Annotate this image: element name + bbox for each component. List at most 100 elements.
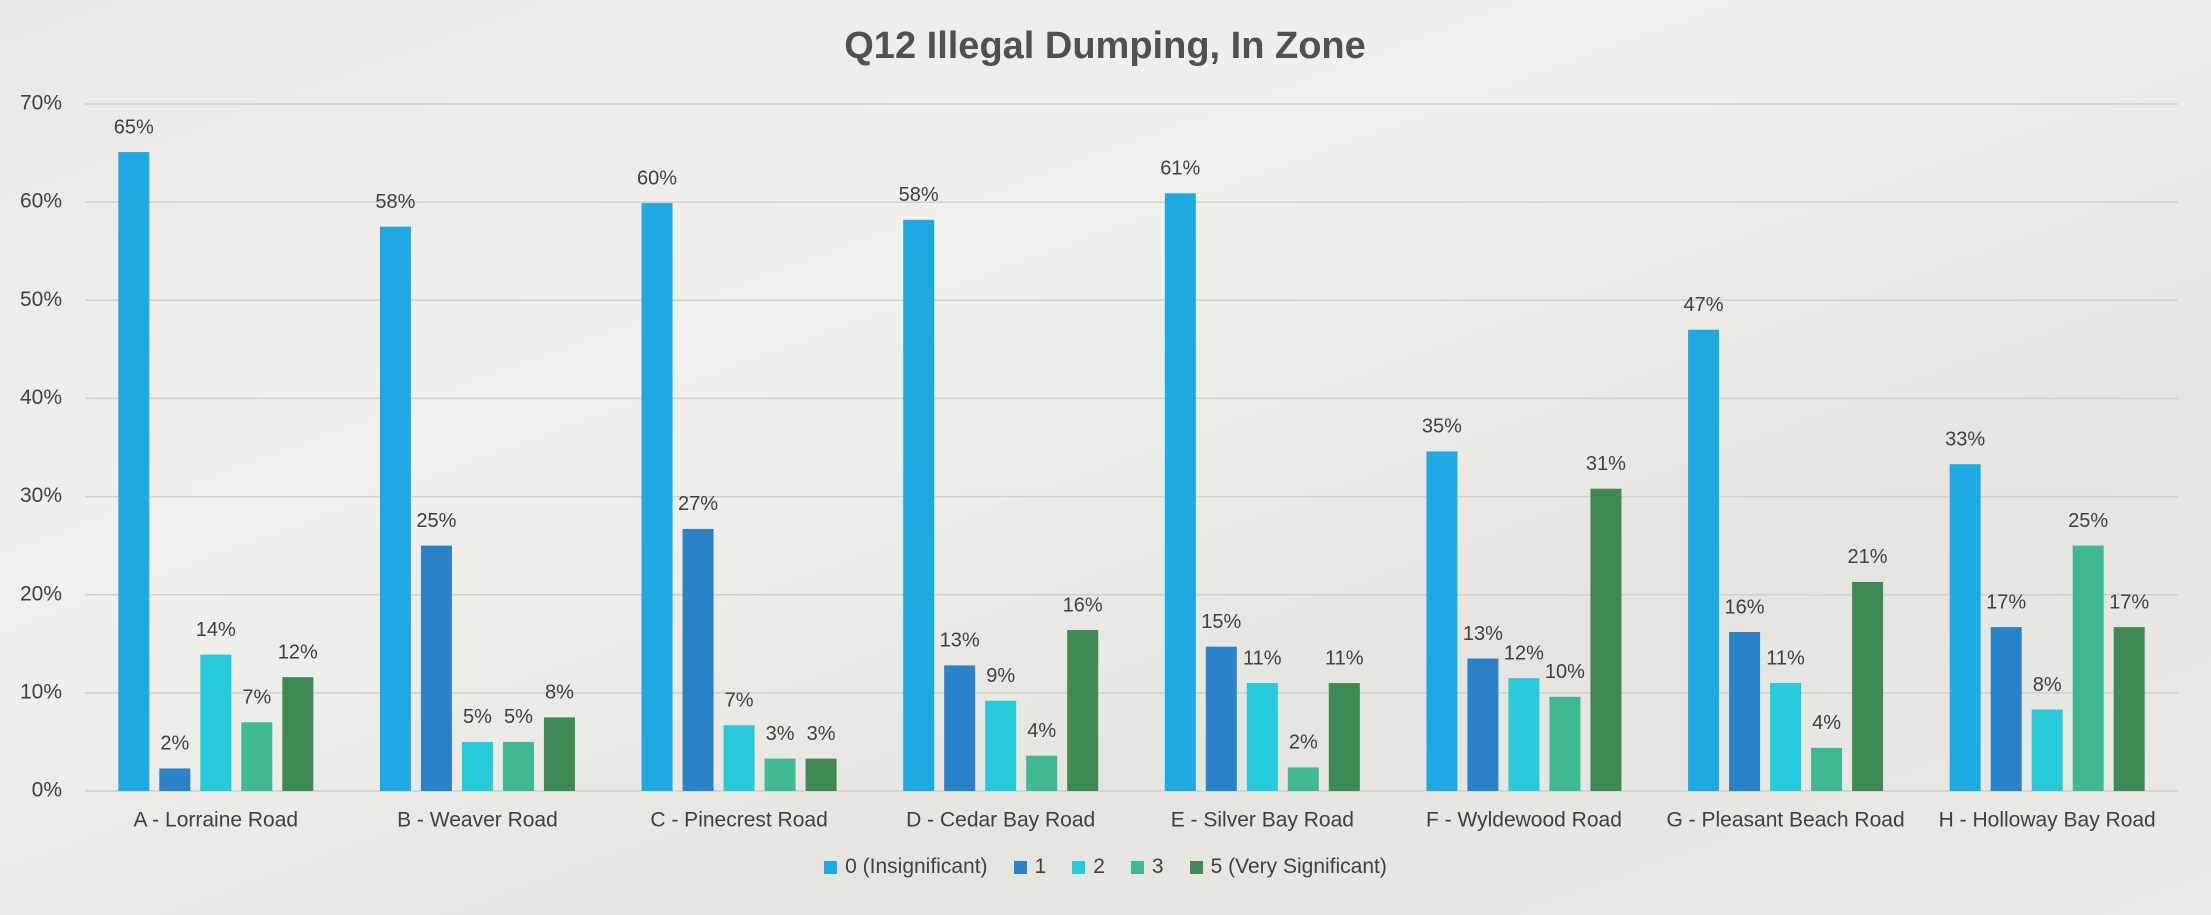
bar [1026,756,1057,791]
data-label: 3% [766,723,795,745]
data-label: 65% [114,116,154,138]
bar [1811,748,1842,791]
y-tick-label: 60% [20,190,62,213]
page: {"chart_data": {"type": "bar", "title": … [0,0,2211,915]
data-label: 12% [278,641,318,663]
legend-item: 1 [1014,855,1047,879]
bar [1590,489,1621,791]
legend-label: 1 [1035,855,1047,879]
bar [642,203,673,791]
legend-label: 3 [1152,855,1164,879]
data-label: 11% [1243,647,1282,669]
data-label: 8% [2033,674,2062,696]
bar [462,742,493,791]
data-label: 47% [1684,294,1724,316]
legend-swatch [1014,861,1027,874]
data-label: 16% [1725,596,1765,618]
legend-swatch [1131,861,1144,874]
y-tick-label: 30% [20,484,62,507]
data-label: 33% [1945,428,1985,450]
data-label: 11% [1325,647,1364,669]
data-label: 58% [899,184,939,206]
bar [2032,710,2063,791]
bar [724,725,755,791]
legend-item: 0 (Insignificant) [824,855,987,879]
bar [1852,582,1883,791]
y-tick-label: 40% [20,386,62,409]
y-tick-label: 0% [32,779,62,802]
bar [1549,697,1580,791]
legend-label: 5 (Very Significant) [1211,855,1387,879]
bar [241,722,272,791]
data-label: 17% [1986,591,2026,613]
bar [2073,546,2104,791]
bar [380,227,411,791]
data-label: 9% [986,665,1015,687]
data-label: 3% [807,723,836,745]
bar [683,529,714,791]
legend-item: 3 [1131,855,1164,879]
legend-item: 2 [1072,855,1105,879]
data-label: 2% [1289,732,1318,754]
bar [1688,330,1719,791]
legend-swatch [1072,861,1085,874]
data-label: 25% [416,510,456,532]
bar [503,742,534,791]
x-tick-label: E - Silver Bay Road [1171,809,1354,832]
data-label: 8% [545,682,574,704]
x-tick-label: G - Pleasant Beach Road [1666,809,1904,832]
bar [421,546,452,791]
bar [1067,630,1098,791]
x-tick-label: D - Cedar Bay Road [906,809,1095,832]
bar [985,701,1016,791]
data-label: 5% [463,706,492,728]
x-tick-label: H - Holloway Bay Road [1939,809,2156,832]
bar [944,665,975,791]
data-label: 13% [940,630,980,652]
chart-title: Q12 Illegal Dumping, In Zone [844,25,1366,67]
bar [118,152,149,791]
data-label: 11% [1766,647,1805,669]
data-label: 14% [196,619,236,641]
data-label: 21% [1848,546,1888,568]
bar [2114,627,2145,791]
data-label: 12% [1504,642,1544,664]
bar [1950,464,1981,791]
data-label: 17% [2109,591,2149,613]
data-label: 16% [1063,594,1103,616]
y-tick-label: 50% [20,288,62,311]
data-label: 2% [160,733,189,755]
data-label: 15% [1201,611,1241,633]
bar [1288,767,1319,791]
data-label: 27% [678,493,718,515]
legend-swatch [824,861,837,874]
data-label: 13% [1463,623,1503,645]
data-label: 61% [1160,158,1200,180]
bar [544,717,575,791]
data-label: 4% [1812,712,1841,734]
bar [1165,193,1196,791]
legend-label: 0 (Insignificant) [845,855,987,879]
y-tick-label: 20% [20,582,62,605]
data-label: 31% [1586,453,1626,475]
data-label: 10% [1545,661,1585,683]
data-label: 60% [637,167,677,189]
bar [1247,683,1278,791]
bar [1770,683,1801,791]
x-tick-label: C - Pinecrest Road [650,809,827,832]
data-label: 58% [375,191,415,213]
y-tick-label: 10% [20,680,62,703]
legend-item: 5 (Very Significant) [1190,855,1387,879]
data-label: 35% [1422,416,1462,438]
bar [1467,659,1498,791]
bar [159,768,190,791]
bar [200,655,231,791]
data-label: 4% [1027,720,1056,742]
bar [765,759,796,791]
x-tick-label: A - Lorraine Road [134,809,299,832]
legend-swatch [1190,861,1203,874]
bar [1508,678,1539,791]
bar [806,759,837,791]
legend: 0 (Insignificant) 1 2 3 5 (Very Significant) [0,855,2211,879]
data-label: 7% [725,690,754,712]
